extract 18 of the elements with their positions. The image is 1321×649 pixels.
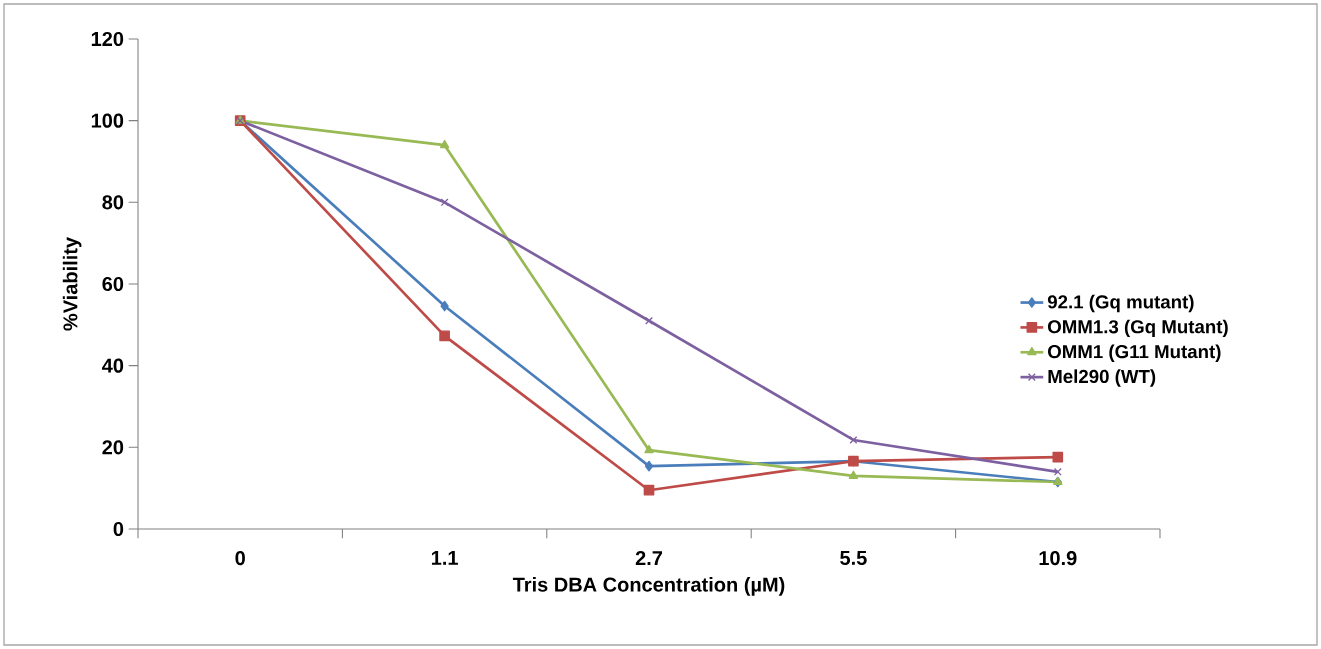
x-tick-label: 5.5 xyxy=(840,551,867,565)
x-tick-label: 0 xyxy=(235,551,245,566)
y-tick-label: 0 xyxy=(113,521,124,537)
x-tick-label: 2.7 xyxy=(635,551,663,565)
x-tick-label: 10.9 xyxy=(1039,551,1077,566)
y-axis-title: %Viability xyxy=(62,237,82,331)
x-axis-title: Tris DBA Concentration (µM) xyxy=(512,577,785,596)
y-tick-label: 20 xyxy=(102,440,124,455)
legend-label: OMM1 (G11 Mutant) xyxy=(1048,344,1221,362)
legend-label: OMM1.3 (Gq Mutant) xyxy=(1048,319,1228,338)
legend-label: 92.1 (Gq mutant) xyxy=(1047,294,1194,313)
legend-label: Mel290 (WT) xyxy=(1048,369,1156,387)
y-tick-label: 60 xyxy=(102,276,124,292)
y-tick-label: 120 xyxy=(91,31,124,47)
y-tick-label: 40 xyxy=(102,358,124,373)
y-tick-label: 100 xyxy=(91,113,124,128)
y-tick-label: 80 xyxy=(102,195,124,210)
x-tick-label: 1.1 xyxy=(431,551,458,565)
